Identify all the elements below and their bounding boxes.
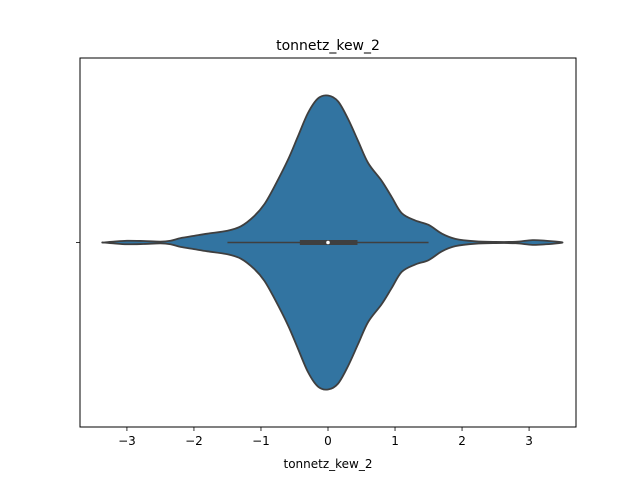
median-marker — [326, 240, 330, 245]
plot-area — [101, 94, 564, 391]
x-tick-label: −3 — [118, 434, 136, 448]
x-tick-label: 2 — [458, 434, 466, 448]
x-tick-label: 1 — [391, 434, 399, 448]
x-tick-label: 0 — [324, 434, 332, 448]
x-tick-label: −1 — [252, 434, 270, 448]
x-axis-label: tonnetz_kew_2 — [284, 457, 373, 471]
x-tick-label: −2 — [185, 434, 203, 448]
x-tick-label: 3 — [525, 434, 533, 448]
x-axis: −3 −2 −1 0 1 2 3 — [118, 427, 533, 448]
chart-title: tonnetz_kew_2 — [276, 38, 380, 54]
